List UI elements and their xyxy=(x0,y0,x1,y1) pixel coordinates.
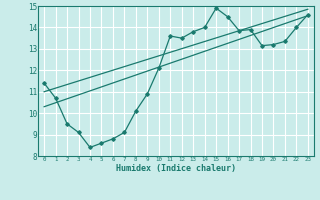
X-axis label: Humidex (Indice chaleur): Humidex (Indice chaleur) xyxy=(116,164,236,173)
